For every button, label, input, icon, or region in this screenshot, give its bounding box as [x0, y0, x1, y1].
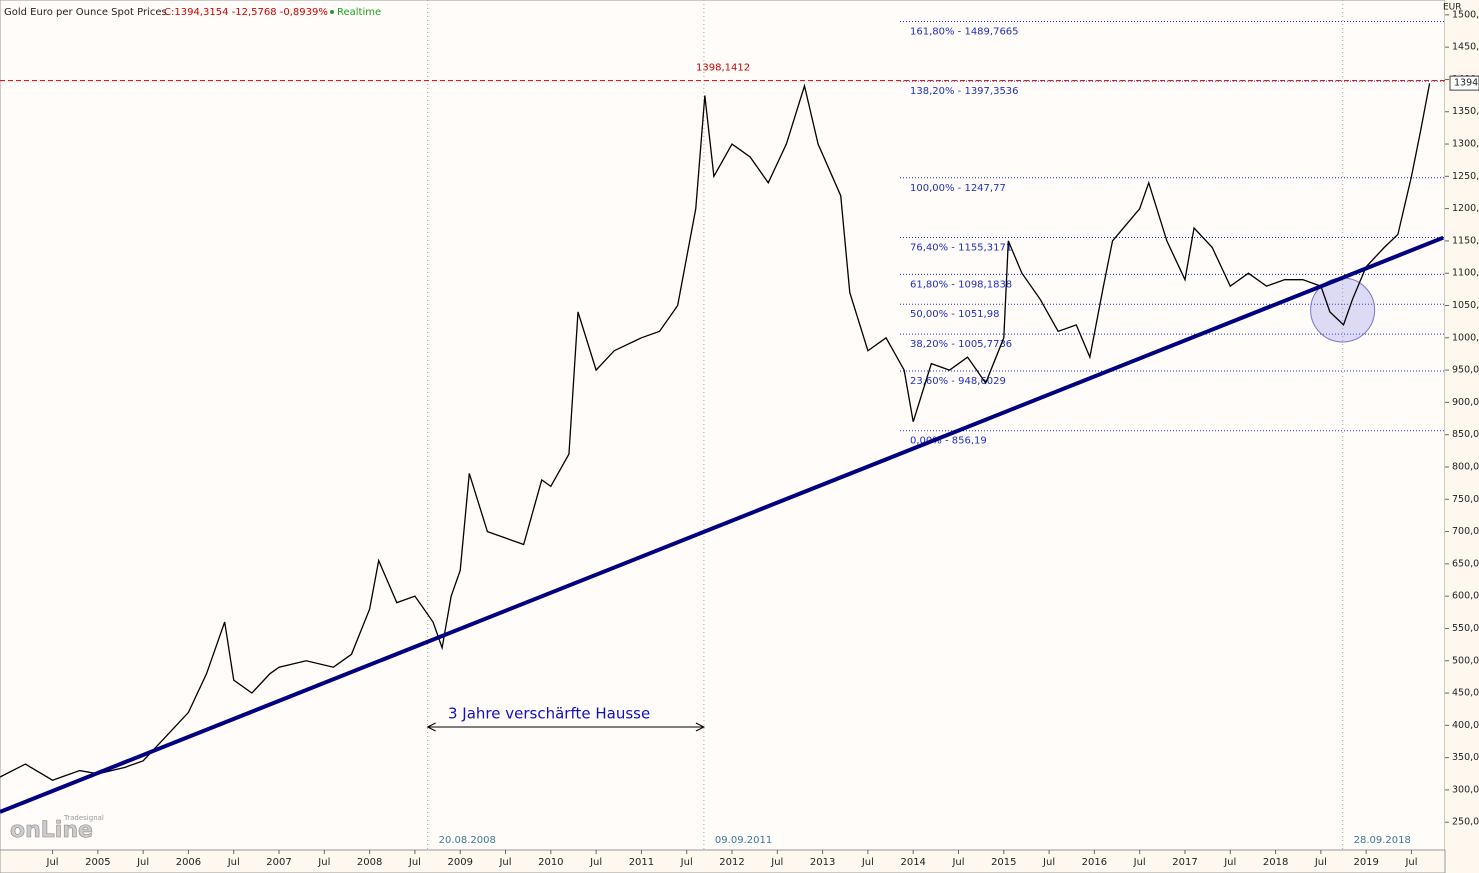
y-tick-label: 800,0 — [1452, 461, 1479, 472]
arrow-head — [426, 722, 706, 732]
last-price-box — [1449, 75, 1479, 91]
price-line — [0, 83, 1431, 781]
status: Realtime — [337, 7, 381, 18]
y-tick-label: 750,0 — [1452, 494, 1479, 505]
x-tick-label: Jul — [1133, 857, 1146, 868]
fib-label: 61,80% - 1098,1838 — [910, 279, 1012, 290]
x-tick-label: 2012 — [719, 857, 744, 868]
y-tick-label: 500,0 — [1452, 655, 1479, 666]
y-tick-label: 1450,0 — [1452, 42, 1479, 53]
plot-area — [0, 0, 1446, 851]
fib-label: 23,60% - 948,6029 — [910, 376, 1006, 387]
x-tick-label: 2011 — [629, 857, 654, 868]
y-tick-label: 950,0 — [1452, 365, 1479, 376]
resistance-label: 1398,1412 — [696, 63, 750, 74]
quote: C:1394,3154 -12,5768 -0,8939% — [164, 7, 328, 18]
last-price-label: 1394 — [1454, 78, 1478, 89]
logo-small: Tradesignal — [63, 814, 104, 822]
x-tick-label: 2014 — [900, 857, 925, 868]
fib-label: 138,20% - 1397,3536 — [910, 86, 1019, 97]
x-tick-label: Jul — [46, 857, 59, 868]
x-tick-label: Jul — [498, 857, 511, 868]
x-tick-label: Jul — [1042, 857, 1055, 868]
y-tick-label: 850,0 — [1452, 429, 1479, 440]
y-tick-label: 1150,0 — [1452, 235, 1479, 246]
fib-label: 38,20% - 1005,7736 — [910, 339, 1012, 350]
y-tick-label: 1000,0 — [1452, 332, 1479, 343]
fib-label: 50,00% - 1051,98 — [910, 309, 999, 320]
x-tick-label: 2010 — [538, 857, 563, 868]
fib-label: 161,80% - 1489,7665 — [910, 26, 1019, 37]
y-tick-label: 450,0 — [1452, 688, 1479, 699]
x-tick-label: 2017 — [1172, 857, 1197, 868]
x-tick-label: Jul — [1404, 857, 1417, 868]
y-tick-label: 1300,0 — [1452, 139, 1479, 150]
y-tick-label: 650,0 — [1452, 558, 1479, 569]
y-tick-label: 700,0 — [1452, 526, 1479, 537]
y-tick-label: 250,0 — [1452, 817, 1479, 828]
x-tick-label: 2006 — [176, 857, 201, 868]
logo: onLine — [10, 818, 93, 843]
y-tick-label: 1250,0 — [1452, 171, 1479, 182]
x-tick-label: Jul — [1314, 857, 1327, 868]
x-tick-label: Jul — [136, 857, 149, 868]
fib-label: 0,00% - 856,19 — [910, 436, 987, 447]
x-tick-label: 2009 — [447, 857, 472, 868]
y-tick-label: 350,0 — [1452, 752, 1479, 763]
x-tick-label: 2018 — [1263, 857, 1288, 868]
fib-label: 76,40% - 1155,3171 — [910, 242, 1012, 253]
chart-title: Gold Euro per Ounce Spot Prices — [4, 7, 167, 18]
trendline — [0, 235, 1444, 814]
y-tick-label: 400,0 — [1452, 720, 1479, 731]
x-tick-label: Jul — [589, 857, 602, 868]
x-tick-label: Jul — [1223, 857, 1236, 868]
y-tick-label: 600,0 — [1452, 591, 1479, 602]
y-tick-label: 300,0 — [1452, 784, 1479, 795]
x-tick-label: Jul — [227, 857, 240, 868]
y-tick-label: 1350,0 — [1452, 106, 1479, 117]
x-tick-label: Jul — [408, 857, 421, 868]
event-label: 09.09.2011 — [715, 835, 772, 846]
status-dot — [330, 10, 334, 14]
x-tick-label: Jul — [680, 857, 693, 868]
y-tick-label: 550,0 — [1452, 623, 1479, 634]
fib-label: 100,00% - 1247,77 — [910, 183, 1006, 194]
event-label: 28.09.2018 — [1354, 835, 1411, 846]
y-tick-label: 900,0 — [1452, 397, 1479, 408]
y-tick-label: 1500,0 — [1452, 9, 1479, 20]
x-axis-area — [0, 849, 1446, 873]
x-tick-label: 2013 — [810, 857, 835, 868]
annotation: 3 Jahre verschärfte Hausse — [448, 705, 650, 723]
x-tick-label: 2007 — [266, 857, 291, 868]
y-tick-label: 1100,0 — [1452, 268, 1479, 279]
y-tick-label: 1200,0 — [1452, 203, 1479, 214]
x-tick-label: 2008 — [357, 857, 382, 868]
unit: EUR — [1443, 3, 1462, 13]
x-tick-label: 2016 — [1082, 857, 1107, 868]
event-label: 20.08.2008 — [439, 835, 496, 846]
x-tick-label: Jul — [317, 857, 330, 868]
y-axis-area — [1445, 0, 1479, 873]
x-tick-label: 2005 — [85, 857, 110, 868]
x-tick-label: Jul — [951, 857, 964, 868]
x-tick-label: 2015 — [991, 857, 1016, 868]
x-tick-label: Jul — [770, 857, 783, 868]
y-tick-label: 1050,0 — [1452, 300, 1479, 311]
x-tick-label: 2019 — [1353, 857, 1378, 868]
x-tick-label: Jul — [861, 857, 874, 868]
